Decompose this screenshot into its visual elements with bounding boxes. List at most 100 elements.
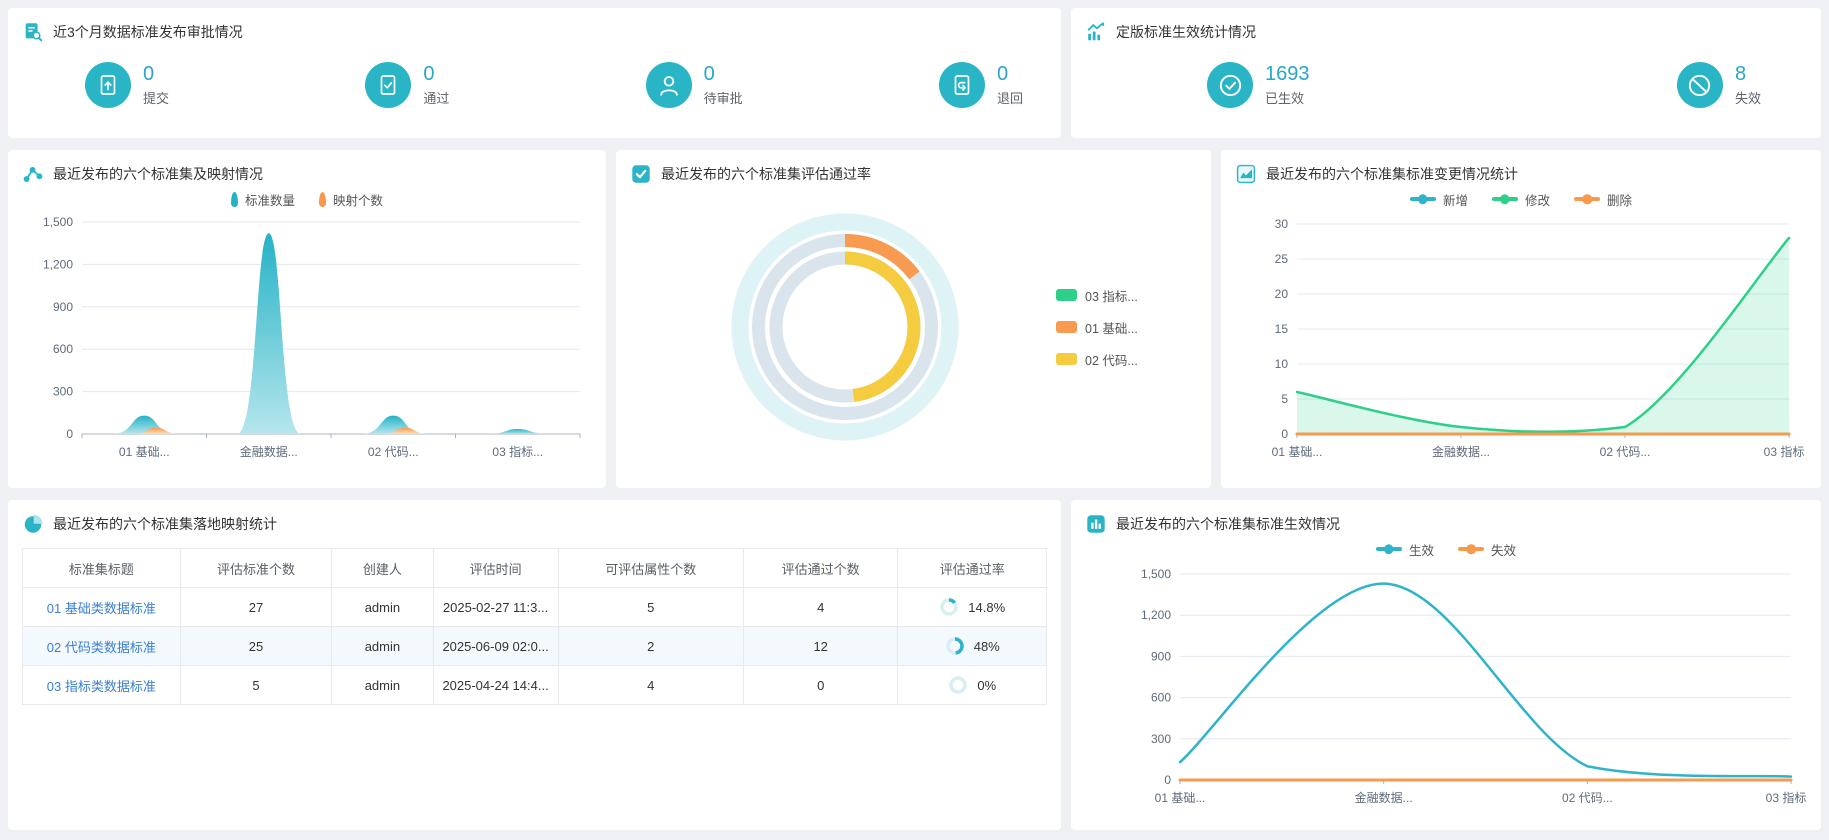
rate-ring-icon: [940, 598, 959, 616]
svg-text:15: 15: [1275, 322, 1289, 336]
stat-label: 已生效: [1265, 91, 1305, 106]
cell-attrs: 2: [557, 626, 744, 666]
standard-set-link[interactable]: 02 代码类数据标准: [46, 639, 156, 655]
doc-return-icon: [938, 62, 985, 108]
legend-label: 删除: [1607, 193, 1633, 208]
stat-label: 失效: [1734, 91, 1761, 106]
panel-title: 最近发布的六个标准集及映射情况: [53, 166, 263, 182]
check-square-icon: [632, 165, 650, 183]
svg-text:30: 30: [1275, 217, 1289, 231]
cell-rate: 48%: [973, 638, 1000, 654]
effect-line-chart: 0 300 600 900 1,200 1,500 01 基础... 金融数据... 02 代码…: [1141, 567, 1807, 805]
doc-check-icon: [365, 62, 412, 108]
check-circle-icon: [1207, 62, 1253, 108]
legend-item[interactable]: 生效: [1375, 540, 1434, 559]
svg-text:金融数据...: 金融数据...: [240, 444, 298, 459]
stat-pending: 0 待审批: [645, 62, 743, 108]
panel-title: 近3个月数据标准发布审批情况: [53, 24, 243, 40]
bar-chart-icon: [1087, 515, 1105, 533]
svg-text:01 基础...: 01 基础...: [1155, 791, 1206, 805]
svg-text:金融数据...: 金融数据...: [1432, 444, 1490, 459]
legend-item[interactable]: 新增: [1409, 190, 1468, 209]
cell-count: 27: [179, 587, 333, 627]
stat-label: 提交: [143, 91, 170, 106]
legend-item[interactable]: 失效: [1458, 540, 1516, 559]
legend-label: 生效: [1408, 543, 1434, 558]
svg-text:300: 300: [1151, 732, 1171, 746]
svg-text:0: 0: [1281, 427, 1288, 441]
legend-item[interactable]: 映射个数: [319, 190, 383, 209]
effective-stats: 1693 已生效 8 失效: [1085, 44, 1807, 126]
standard-set-link[interactable]: 03 指标类数据标准: [46, 678, 156, 694]
cell-passed: 0: [742, 665, 899, 705]
doc-search-icon: [25, 23, 43, 42]
stat-effective: 1693 已生效: [1207, 62, 1310, 108]
cell-passed: 4: [742, 587, 899, 627]
svg-text:1,500: 1,500: [1141, 567, 1171, 581]
legend-item[interactable]: 修改: [1491, 190, 1550, 209]
cell-rate: 14.8%: [968, 599, 1006, 615]
legend-label: 02 代码...: [1085, 353, 1138, 368]
panel-title: 定版标准生效统计情况: [1116, 24, 1256, 40]
table-row: 03 指标类数据标准 5 admin 2025-04-24 14:4... 4 …: [22, 665, 1047, 705]
stat-value: 1693: [1265, 63, 1310, 85]
svg-text:0: 0: [1164, 773, 1171, 787]
svg-text:01 基础...: 01 基础...: [1272, 445, 1323, 459]
stat-value: 0: [996, 63, 1009, 85]
standard-set-link[interactable]: 01 基础类数据标准: [46, 600, 156, 616]
stat-returned: 0 退回: [938, 62, 1023, 108]
legend-marker-icon: [1056, 353, 1077, 365]
panel-title: 最近发布的六个标准集标准生效情况: [1116, 516, 1340, 532]
col-header: 创建人: [331, 548, 434, 588]
cell-attrs: 4: [557, 665, 744, 705]
rate-ring-icon: [945, 637, 964, 655]
svg-text:5: 5: [1281, 392, 1288, 406]
changes-chart-legend: 新增 修改 删除: [1235, 186, 1807, 212]
trend-chart-icon: [1087, 22, 1105, 41]
panel-changes-chart: 最近发布的六个标准集标准变更情况统计 新增 修改 删除 0 5 10 15 20 25 30…: [1221, 150, 1821, 488]
legend-marker-icon: [1375, 544, 1402, 554]
stat-label: 通过: [423, 91, 450, 106]
legend-item[interactable]: 02 代码...: [1056, 350, 1138, 369]
panel-title: 最近发布的六个标准集标准变更情况统计: [1266, 166, 1518, 182]
table-row: 02 代码类数据标准 25 admin 2025-06-09 02:0... 2…: [22, 626, 1047, 666]
svg-text:1,500: 1,500: [43, 215, 73, 229]
legend-label: 01 基础...: [1085, 321, 1138, 336]
panel-mapping-table: 最近发布的六个标准集落地映射统计 标准集标题 评估标准个数 创建人 评估时间 可…: [8, 500, 1061, 830]
legend-item[interactable]: 03 指标...: [1056, 286, 1138, 305]
legend-label: 映射个数: [333, 193, 384, 208]
panel-title: 最近发布的六个标准集评估通过率: [661, 166, 871, 182]
stat-value: 8: [1734, 63, 1747, 85]
svg-text:1,200: 1,200: [1141, 608, 1171, 622]
svg-text:10: 10: [1275, 357, 1289, 371]
legend-label: 修改: [1524, 193, 1550, 208]
legend-item[interactable]: 删除: [1574, 190, 1632, 209]
legend-label: 标准数量: [244, 193, 295, 208]
svg-text:金融数据...: 金融数据...: [1355, 790, 1413, 805]
col-header: 评估通过个数: [742, 548, 899, 588]
approval-stats: 0 提交 0 通过: [22, 44, 1047, 126]
doc-upload-icon: [85, 62, 131, 108]
pass-rate-donut-chart: [731, 213, 959, 441]
legend-item[interactable]: 01 基础...: [1056, 318, 1138, 337]
cell-passed: 12: [742, 626, 899, 666]
svg-text:600: 600: [53, 342, 73, 356]
area-chart-icon: [1236, 164, 1256, 184]
panel-effect-chart: 最近发布的六个标准集标准生效情况 生效 失效 0 300 600 900 1,200 1,…: [1071, 500, 1821, 830]
effect-chart-legend: 生效 失效: [1085, 536, 1807, 562]
stat-passed: 0 通过: [365, 62, 449, 108]
svg-text:900: 900: [53, 300, 73, 314]
panel-mapping-chart: 最近发布的六个标准集及映射情况 标准数量 映射个数 0 300 600 900 1,20…: [8, 150, 606, 488]
cell-count: 5: [179, 665, 333, 705]
svg-text:300: 300: [53, 385, 73, 399]
legend-marker-icon: [230, 191, 238, 207]
cell-time: 2025-06-09 02:0...: [432, 626, 559, 666]
cell-creator: admin: [331, 626, 434, 666]
legend-label: 失效: [1491, 543, 1517, 558]
svg-text:0: 0: [66, 427, 73, 441]
stat-value: 0: [143, 63, 155, 85]
svg-text:25: 25: [1275, 252, 1289, 266]
legend-item[interactable]: 标准数量: [230, 190, 295, 209]
panel-pass-rate-chart: 最近发布的六个标准集评估通过率 03 指标... 01 基础... 02 代: [616, 150, 1211, 488]
